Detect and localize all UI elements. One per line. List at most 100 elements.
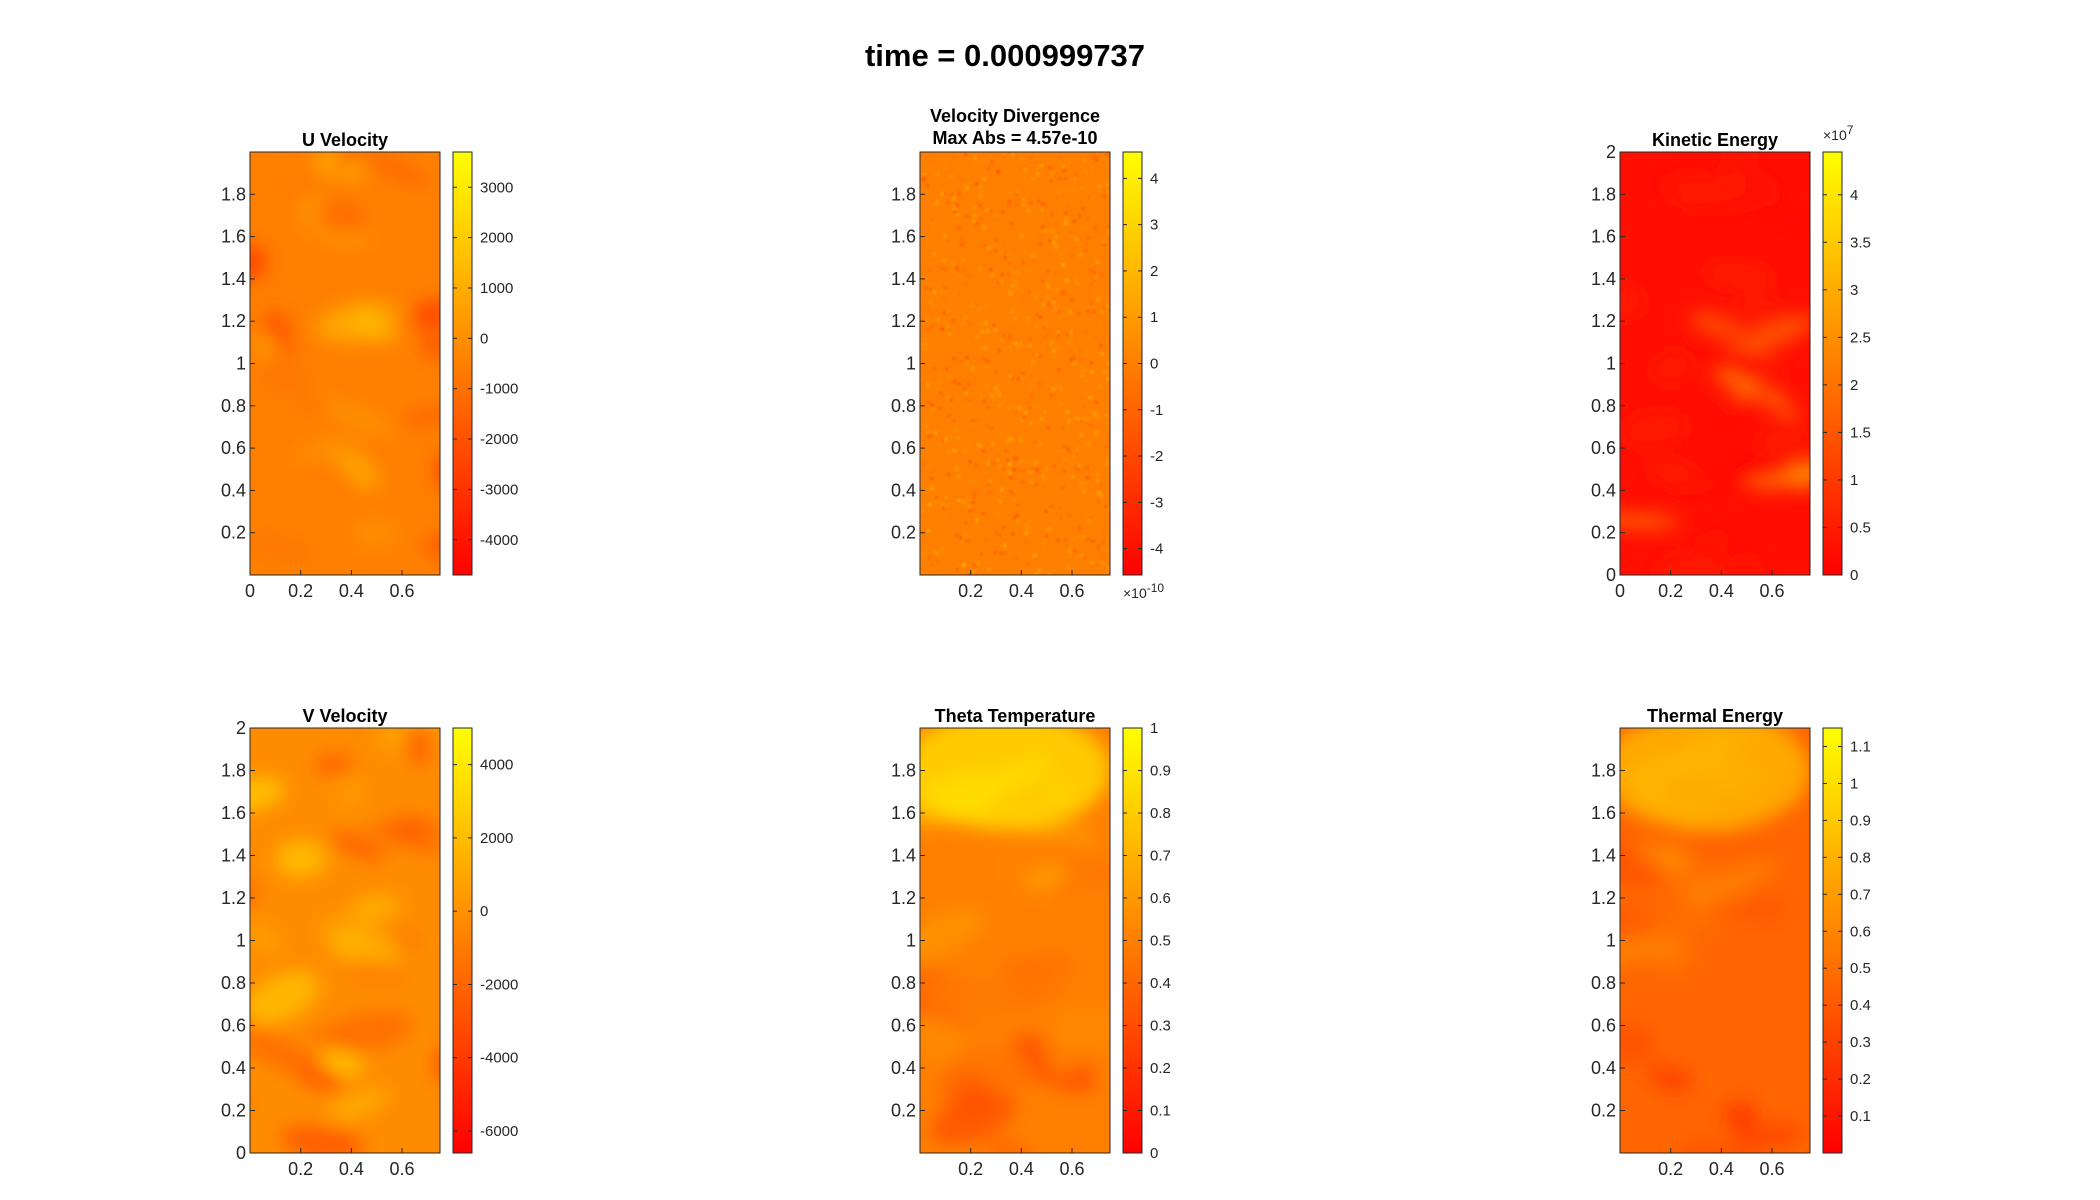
thermal-energy-ytick-label: 0.6 bbox=[1591, 1016, 1616, 1036]
velocity-divergence-ytick-label: 1 bbox=[906, 354, 916, 374]
velocity-divergence-colorbar-tick-label: 0 bbox=[1150, 356, 1158, 373]
kinetic-energy-ytick-label: 1.4 bbox=[1591, 269, 1616, 289]
v-velocity-ytick-label: 1.8 bbox=[221, 761, 246, 781]
kinetic-energy-colorbar-tick-label: 3.5 bbox=[1850, 234, 1871, 251]
theta-temperature-ytick-label: 0.2 bbox=[891, 1101, 916, 1121]
theta-temperature-ytick-label: 0.8 bbox=[891, 973, 916, 993]
velocity-divergence-ytick-label: 1.8 bbox=[891, 184, 916, 204]
v-velocity-xtick-label: 0.2 bbox=[288, 1159, 313, 1179]
thermal-energy-panel: 0.2 0.4 0.6 0.2 0.4 0.6 0.8 1 1.2 1.4 1.6 1.8 Therma… bbox=[1591, 706, 1871, 1179]
thermal-energy-ytick-label: 1.8 bbox=[1591, 761, 1616, 781]
theta-temperature-colorbar-tick-label: 0.6 bbox=[1150, 890, 1171, 907]
thermal-energy-ytick-label: 0.2 bbox=[1591, 1101, 1616, 1121]
kinetic-energy-ytick-label: 0.8 bbox=[1591, 396, 1616, 416]
theta-temperature-ytick-label: 1.4 bbox=[891, 846, 916, 866]
velocity-divergence-xtick-label: 0.2 bbox=[958, 581, 983, 601]
velocity-divergence-colorbar-tick-label: -1 bbox=[1150, 402, 1163, 419]
theta-temperature-colorbar-tick-label: 0.3 bbox=[1150, 1018, 1171, 1035]
theta-temperature-colorbar-tick-label: 1 bbox=[1150, 720, 1158, 737]
theta-temperature-title: Theta Temperature bbox=[935, 706, 1096, 726]
thermal-energy-colorbar-tick-label: 0.9 bbox=[1850, 812, 1871, 829]
kinetic-energy-colorbar-tick-label: 2.5 bbox=[1850, 329, 1871, 346]
v-velocity-ytick-label: 1 bbox=[236, 931, 246, 951]
u-velocity-ytick-label: 0.4 bbox=[221, 480, 246, 500]
thermal-energy-ytick-label: 1.4 bbox=[1591, 846, 1616, 866]
kinetic-energy-xtick-label: 0 bbox=[1615, 581, 1625, 601]
kinetic-energy-colorbar-tick-label: 1.5 bbox=[1850, 424, 1871, 441]
velocity-divergence-ytick-label: 1.4 bbox=[891, 269, 916, 289]
u-velocity-colorbar-tick-label: 3000 bbox=[480, 179, 513, 196]
thermal-energy-colorbar-tick-label: 0.4 bbox=[1850, 997, 1871, 1014]
v-velocity-xtick-label: 0.4 bbox=[339, 1159, 364, 1179]
velocity-divergence-field bbox=[920, 152, 1110, 575]
thermal-energy-colorbar-tick-label: 1 bbox=[1850, 775, 1858, 792]
velocity-divergence-subtitle: Max Abs = 4.57e-10 bbox=[933, 128, 1098, 148]
v-velocity-colorbar-tick-label: 2000 bbox=[480, 830, 513, 847]
u-velocity-ytick-label: 0.8 bbox=[221, 396, 246, 416]
v-velocity-title: V Velocity bbox=[302, 706, 387, 726]
kinetic-energy-ytick-label: 0 bbox=[1606, 565, 1616, 585]
v-velocity-ytick-label: 1.4 bbox=[221, 846, 246, 866]
theta-temperature-ytick-label: 1 bbox=[906, 931, 916, 951]
kinetic-energy-ytick-label: 0.4 bbox=[1591, 480, 1616, 500]
thermal-energy-xtick-label: 0.4 bbox=[1709, 1159, 1734, 1179]
velocity-divergence-colorbar-tick-label: 2 bbox=[1150, 263, 1158, 280]
u-velocity-title: U Velocity bbox=[302, 130, 388, 150]
thermal-energy-colorbar bbox=[1822, 727, 1843, 1154]
theta-temperature-xtick-label: 0.4 bbox=[1009, 1159, 1034, 1179]
thermal-energy-colorbar-tick-label: 0.6 bbox=[1850, 923, 1871, 940]
kinetic-energy-colorbar-tick-label: 2 bbox=[1850, 377, 1858, 394]
velocity-divergence-colorbar-tick-label: 3 bbox=[1150, 217, 1158, 234]
kinetic-energy-ytick-label: 0.6 bbox=[1591, 438, 1616, 458]
kinetic-energy-colorbar-tick-label: 4 bbox=[1850, 187, 1858, 204]
kinetic-energy-ytick-label: 0.2 bbox=[1591, 523, 1616, 543]
velocity-divergence-title: Velocity Divergence bbox=[930, 106, 1100, 126]
theta-temperature-xtick-label: 0.6 bbox=[1059, 1159, 1084, 1179]
thermal-energy-ytick-label: 0.8 bbox=[1591, 973, 1616, 993]
thermal-energy-xtick-label: 0.2 bbox=[1658, 1159, 1683, 1179]
theta-temperature-ytick-label: 0.4 bbox=[891, 1058, 916, 1078]
u-velocity-ytick-label: 1.4 bbox=[221, 269, 246, 289]
thermal-energy-colorbar-tick-label: 0.8 bbox=[1850, 849, 1871, 866]
velocity-divergence-ytick-label: 0.4 bbox=[891, 480, 916, 500]
thermal-energy-colorbar-tick-label: 0.5 bbox=[1850, 960, 1871, 977]
kinetic-energy-colorbar-exponent: ×107 bbox=[1823, 123, 1854, 143]
velocity-divergence-colorbar-tick-label: -3 bbox=[1150, 494, 1163, 511]
thermal-energy-xtick-label: 0.6 bbox=[1759, 1159, 1784, 1179]
theta-temperature-colorbar-tick-label: 0.7 bbox=[1150, 848, 1171, 865]
thermal-energy-ytick-label: 1.6 bbox=[1591, 803, 1616, 823]
velocity-divergence-field-texture bbox=[920, 152, 1110, 575]
u-velocity-colorbar-tick-label: 0 bbox=[480, 330, 488, 347]
thermal-energy-field-texture bbox=[1620, 728, 1810, 1153]
v-velocity-colorbar-tick-label: 4000 bbox=[480, 757, 513, 774]
velocity-divergence-colorbar-tick-label: 1 bbox=[1150, 309, 1158, 326]
kinetic-energy-ytick-label: 1 bbox=[1606, 354, 1616, 374]
u-velocity-colorbar-tick-label: -1000 bbox=[480, 381, 518, 398]
v-velocity-ytick-label: 0.6 bbox=[221, 1016, 246, 1036]
v-velocity-colorbar-tick-label: 0 bbox=[480, 903, 488, 920]
theta-temperature-xtick-label: 0.2 bbox=[958, 1159, 983, 1179]
velocity-divergence-ytick-label: 1.2 bbox=[891, 311, 916, 331]
kinetic-energy-ytick-label: 2 bbox=[1606, 142, 1616, 162]
theta-temperature-colorbar-tick-label: 0.1 bbox=[1150, 1103, 1171, 1120]
v-velocity-ytick-label: 0.2 bbox=[221, 1101, 246, 1121]
theta-temperature-colorbar-tick-label: 0.4 bbox=[1150, 975, 1171, 992]
velocity-divergence-xtick-label: 0.6 bbox=[1059, 581, 1084, 601]
thermal-energy-colorbar-tick-label: 0.3 bbox=[1850, 1034, 1871, 1051]
theta-temperature-ytick-label: 1.6 bbox=[891, 803, 916, 823]
u-velocity-ytick-label: 1.8 bbox=[221, 184, 246, 204]
thermal-energy-colorbar-tick-label: 0.1 bbox=[1850, 1108, 1871, 1125]
thermal-energy-colorbar-tick-label: 1.1 bbox=[1850, 738, 1871, 755]
u-velocity-colorbar-tick-label: -3000 bbox=[480, 481, 518, 498]
theta-temperature-panel: 0.2 0.4 0.6 0.2 0.4 0.6 0.8 1 1.2 1.4 1.6 1.8 Theta … bbox=[891, 706, 1171, 1179]
v-velocity-ytick-label: 0.8 bbox=[221, 973, 246, 993]
theta-temperature-colorbar-tick-label: 0 bbox=[1150, 1145, 1158, 1162]
theta-temperature-colorbar-tick-label: 0.2 bbox=[1150, 1060, 1171, 1077]
kinetic-energy-colorbar bbox=[1822, 151, 1843, 576]
u-velocity-ytick-label: 1 bbox=[236, 354, 246, 374]
velocity-divergence-ytick-label: 0.8 bbox=[891, 396, 916, 416]
u-velocity-xtick-label: 0.2 bbox=[288, 581, 313, 601]
kinetic-energy-field-texture bbox=[1620, 152, 1810, 575]
velocity-divergence-colorbar-tick-label: -4 bbox=[1150, 541, 1163, 558]
